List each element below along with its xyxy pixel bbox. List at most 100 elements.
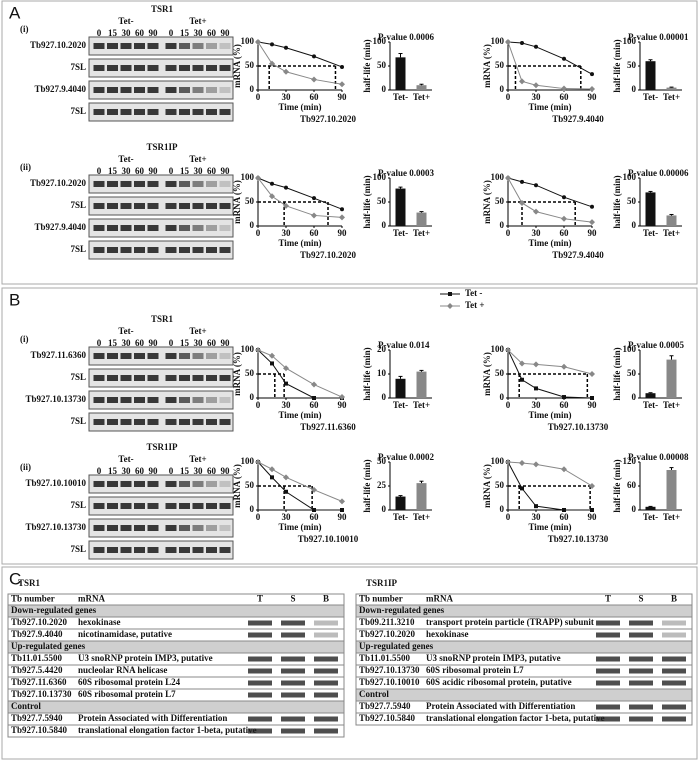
marker: [519, 360, 525, 367]
table-row: [355, 712, 693, 726]
y-tick-label: 50: [627, 196, 637, 206]
gene-caption: Tb927.9.4040: [552, 114, 604, 124]
blot-band: [120, 181, 132, 187]
bar: [645, 393, 656, 398]
blot-band: [596, 680, 620, 686]
category-label: Tet+: [663, 512, 680, 522]
blot-band: [206, 247, 217, 253]
blot-band: [134, 419, 145, 425]
marker: [284, 381, 288, 386]
y-tick-label: 100: [241, 172, 255, 182]
group-name: Up-regulated genes: [359, 641, 434, 651]
blot-frame: [88, 540, 234, 560]
x-tick-label: 60: [560, 228, 570, 238]
category-label: Tet+: [663, 92, 680, 102]
blot-band: [192, 87, 204, 93]
blot-band: [120, 503, 132, 509]
y-tick-label: 50: [245, 480, 255, 490]
y-axis-label: mRNA (%): [232, 352, 242, 396]
blot-band: [219, 375, 231, 381]
y-tick-label: 100: [491, 456, 505, 466]
marker: [284, 185, 288, 190]
p-value: P-value 0.00006: [628, 168, 689, 178]
x-tick-label: 90: [588, 92, 598, 102]
blot-row-label: Tb927.9.4040: [34, 84, 86, 94]
blot-band: [206, 43, 217, 49]
blot-band: [314, 632, 338, 638]
blot-band: [147, 225, 159, 231]
blot-row-label: 7SL: [70, 244, 86, 254]
x-axis-label: Time (min): [528, 522, 571, 532]
row-label: (ii): [20, 462, 31, 472]
y-tick-label: 100: [623, 344, 637, 354]
table-title: TSR1IP: [366, 578, 398, 588]
x-tick-label: 90: [588, 512, 598, 522]
marker: [562, 395, 566, 400]
y-axis-label: half-life (min): [612, 39, 622, 92]
marker: [269, 60, 275, 67]
bar: [666, 87, 677, 90]
marker: [520, 40, 524, 45]
y-tick-label: 100: [241, 344, 255, 354]
p-value: P-value 0.0003: [378, 168, 434, 178]
blot-band: [120, 203, 132, 209]
marker: [590, 72, 594, 77]
p-value: P-value 0.00008: [628, 452, 689, 462]
mrna-name: 60S ribosomal protein L24: [78, 677, 181, 687]
blot-band: [662, 656, 686, 662]
marker: [269, 466, 275, 473]
blot-band: [93, 547, 105, 553]
blot-band: [165, 419, 177, 425]
marker: [519, 199, 525, 206]
blot-band: [281, 668, 305, 674]
blot-band: [179, 247, 190, 253]
blot-band: [93, 65, 105, 71]
row-label: (i): [20, 334, 29, 344]
marker: [269, 352, 275, 359]
y-tick-label: 10: [377, 368, 387, 378]
blot-band: [147, 547, 159, 553]
mrna-name: nucleolar RNA helicase: [78, 665, 167, 675]
y-tick-label: 0: [632, 392, 637, 402]
blot-band: [596, 632, 620, 638]
blot-band: [629, 704, 653, 710]
marker: [590, 396, 594, 400]
y-tick-label: 100: [491, 172, 505, 182]
category-label: Tet+: [663, 228, 680, 238]
x-tick-label: 30: [282, 400, 292, 410]
blot-row-label: 7SL: [70, 106, 86, 116]
blot-frame: [88, 240, 234, 260]
gene-caption: Tb927.11.6360: [300, 422, 356, 432]
blot-band: [179, 225, 190, 231]
y-tick-label: 50: [245, 368, 255, 378]
blot-band: [248, 656, 272, 662]
blot-band: [93, 353, 105, 359]
blot-band: [662, 704, 686, 710]
blot-band: [248, 692, 272, 698]
blot-band: [179, 181, 190, 187]
blot-band: [192, 481, 204, 487]
blot-band: [147, 353, 159, 359]
tb-number: Tb927.7.5940: [11, 713, 63, 723]
blot-row-label: 7SL: [70, 372, 86, 382]
blot-title: TSR1IP: [146, 142, 178, 152]
y-tick-label: 100: [373, 36, 387, 46]
blot-row-label: 7SL: [70, 416, 86, 426]
blot-band: [248, 728, 272, 734]
blot-band: [134, 397, 145, 403]
blot-band: [192, 109, 204, 115]
category-label: Tet+: [413, 228, 430, 238]
blot-band: [629, 620, 653, 626]
blot-band: [107, 181, 118, 187]
blot-band: [107, 247, 118, 253]
tb-number: Tb11.01.5500: [11, 653, 63, 663]
x-tick-label: 30: [282, 512, 292, 522]
blot-row-label: 7SL: [70, 500, 86, 510]
blot-band: [179, 65, 190, 71]
blot-band: [179, 375, 190, 381]
blot-band: [206, 87, 217, 93]
blot-band: [192, 397, 204, 403]
blot-band: [596, 704, 620, 710]
blot-row-label: Tb927.10.13730: [25, 394, 86, 404]
blot-band: [206, 181, 217, 187]
